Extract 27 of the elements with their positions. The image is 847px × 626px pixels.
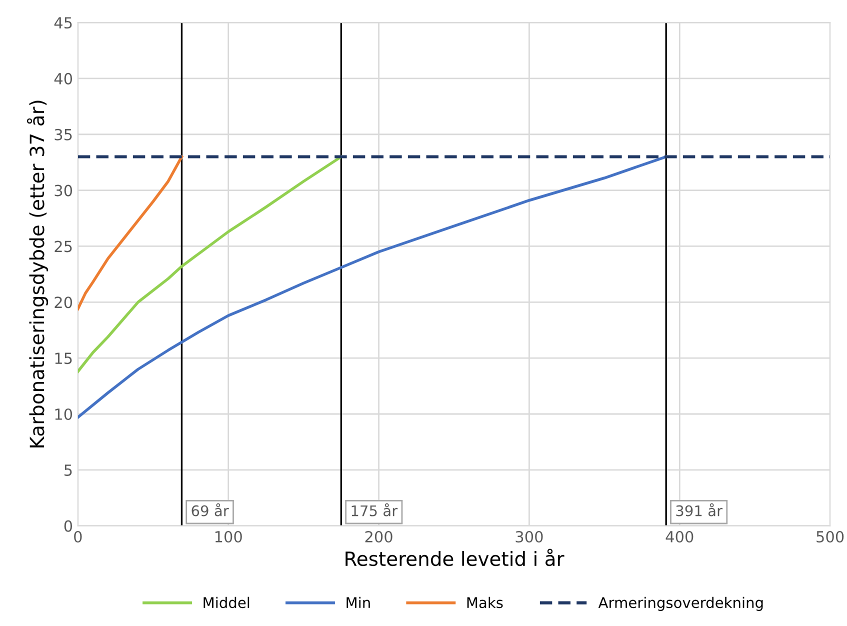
y-tick-label: 40 [54, 72, 72, 84]
legend-label: Min [346, 596, 370, 608]
x-tick-label: 400 [666, 530, 694, 543]
x-tick-label: 200 [365, 530, 392, 543]
x-tick-label: 300 [516, 530, 543, 543]
y-tick-label: 35 [54, 128, 72, 140]
y-tick-label: 15 [55, 352, 72, 364]
legend-label: Maks [467, 596, 503, 608]
x-axis-title: Resterende levetid i år [346, 548, 564, 566]
legend-label: Middel [204, 596, 250, 608]
y-axis-title: Karbonatiseringsdybde (etter 37 år) [26, 100, 48, 448]
y-tick-label: 45 [54, 17, 72, 29]
ref-line-label: 69 år [192, 503, 229, 516]
line-series [78, 155, 184, 310]
y-tick-label: 0 [64, 520, 72, 532]
y-tick-label: 20 [54, 296, 72, 308]
x-tick-label: 100 [215, 530, 242, 543]
line-series [78, 155, 668, 419]
y-tick-label: 5 [64, 464, 72, 476]
x-tick-label: 0 [74, 530, 82, 543]
ref-line-label: 391 år [676, 503, 723, 516]
y-tick-label: 30 [54, 184, 72, 196]
x-tick-label: 500 [816, 530, 844, 543]
y-tick-label: 10 [55, 408, 72, 420]
legend-label: Armeringsoverdekning [598, 596, 763, 611]
y-tick-label: 25 [54, 240, 72, 252]
ref-line-label: 175 år [352, 503, 398, 516]
